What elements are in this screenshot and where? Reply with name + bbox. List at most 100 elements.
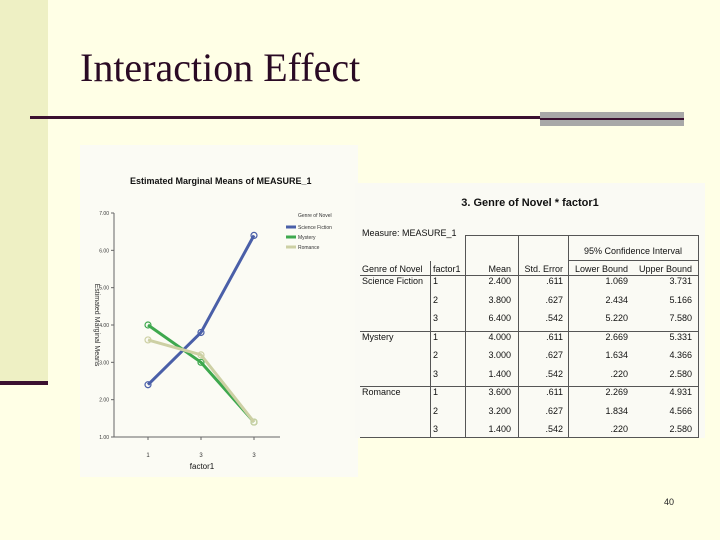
legend-label: Science Fiction <box>298 225 332 231</box>
table-cell: 4.000 <box>488 331 511 342</box>
table-cell: 1.400 <box>488 368 511 379</box>
spss-table: 3. Genre of Novel * factor1 Measure: MEA… <box>355 183 705 438</box>
table-cell: 4.366 <box>669 350 692 360</box>
y-tick-label: 7.00 <box>99 211 109 217</box>
series-point <box>197 351 205 359</box>
ci-header: 95% Confidence Interval <box>583 246 683 256</box>
chart-title: Estimated Marginal Means of MEASURE_1 <box>130 176 312 186</box>
table-header-cell: Mean <box>488 264 511 274</box>
table-cell: 1.634 <box>605 350 628 360</box>
series-point <box>144 336 152 344</box>
table-divider <box>568 260 698 261</box>
table-cell: 4.566 <box>669 405 692 416</box>
table-cell: .627 <box>545 405 563 416</box>
table-cell: 2.580 <box>669 424 692 434</box>
table-cell: .611 <box>546 387 563 397</box>
table-cell: .611 <box>546 276 563 286</box>
line-chart: Estimated Marginal Means of MEASURE_1 1.0… <box>93 176 332 471</box>
left-accent-bar <box>0 0 48 384</box>
x-axis-label: factor1 <box>190 462 215 471</box>
table-cell: .627 <box>545 294 563 305</box>
measure-label: Measure: MEASURE_1 <box>362 228 457 238</box>
table-title: 3. Genre of Novel * factor1 <box>461 197 599 209</box>
table-cell: 2 <box>433 350 439 360</box>
table-cell: 5.166 <box>669 294 692 305</box>
row-genre: Romance <box>362 387 401 397</box>
table-cell: 1 <box>433 331 439 342</box>
series-point <box>144 381 152 389</box>
row-genre: Mystery <box>362 331 394 342</box>
table-cell: 3.731 <box>669 276 692 286</box>
table-divider <box>430 261 431 438</box>
table-cell: 3.800 <box>488 294 511 305</box>
table-cell: 1.400 <box>488 424 511 434</box>
table-cell: 2.669 <box>605 331 628 342</box>
table-cell: 2.400 <box>488 276 511 286</box>
table-cell: .220 <box>610 424 628 434</box>
left-accent-line <box>0 381 48 385</box>
table-divider <box>360 331 698 332</box>
y-tick-label: 1.00 <box>99 435 109 441</box>
table-divider <box>465 235 466 438</box>
series-point <box>250 418 258 426</box>
table-header-cell: Std. Error <box>524 264 563 274</box>
table-cell: .542 <box>545 313 563 323</box>
table-cell: 1 <box>433 387 439 397</box>
y-tick-label: 5.00 <box>99 286 109 292</box>
chart-panel: Estimated Marginal Means of MEASURE_1 1.0… <box>80 145 358 477</box>
table-divider <box>698 235 699 438</box>
legend-label: Romance <box>298 245 320 251</box>
table-cell: 5.331 <box>669 331 692 342</box>
series-line <box>147 323 256 424</box>
table-divider <box>465 235 698 236</box>
table-cell: .220 <box>610 368 628 379</box>
table-cell: .542 <box>545 424 563 434</box>
page-number: 40 <box>664 497 675 507</box>
table-header-cell: Genre of Novel <box>362 264 423 274</box>
table-header-cell: factor1 <box>433 264 461 274</box>
table-divider <box>360 437 698 438</box>
title-rule <box>30 116 540 119</box>
x-tick-label: 3 <box>252 453 256 459</box>
table-cell: 3 <box>433 368 439 379</box>
legend-title: Genre of Novel <box>298 213 332 219</box>
table-cell: 3 <box>433 313 439 323</box>
x-tick-label: 3 <box>199 453 203 459</box>
legend-label: Mystery <box>298 235 316 241</box>
table-cell: 3.200 <box>488 405 511 416</box>
table-divider <box>568 235 569 438</box>
table-divider <box>360 386 698 387</box>
table-cell: .542 <box>545 368 563 379</box>
title-rule-accent-line <box>540 118 684 120</box>
row-genre: Science Fiction <box>362 276 424 286</box>
table-cell: 3.000 <box>488 350 511 360</box>
series-point <box>197 328 205 337</box>
table-divider <box>518 235 519 438</box>
table-cell: .627 <box>545 350 563 360</box>
series-line <box>147 338 256 423</box>
table-cell: 7.580 <box>669 313 692 323</box>
table-divider <box>360 275 698 276</box>
table-cell: 2 <box>433 294 439 305</box>
table-cell: 1 <box>433 276 439 286</box>
table-cell: 1.834 <box>605 405 628 416</box>
table-cell: 3.600 <box>488 387 511 397</box>
table-cell: 4.931 <box>669 387 692 397</box>
table-cell: 2.269 <box>605 387 628 397</box>
table-cell: 3 <box>433 424 439 434</box>
x-tick-label: 1 <box>146 453 150 459</box>
table-cell: 2.434 <box>605 294 628 305</box>
series-point <box>197 358 205 366</box>
table-cell: 6.400 <box>488 313 511 323</box>
series-point <box>144 321 152 329</box>
y-tick-label: 4.00 <box>99 323 109 329</box>
table-header-cell: Upper Bound <box>638 264 692 274</box>
y-tick-label: 6.00 <box>99 248 109 254</box>
series-point <box>250 231 258 240</box>
table-cell: 2.580 <box>669 368 692 379</box>
table-cell: 1.069 <box>605 276 628 286</box>
y-tick-label: 2.00 <box>99 398 109 404</box>
table-cell: 5.220 <box>605 313 628 323</box>
table-header-cell: Lower Bound <box>574 264 628 274</box>
y-axis-label: Estimated Marginal Means <box>93 284 100 367</box>
